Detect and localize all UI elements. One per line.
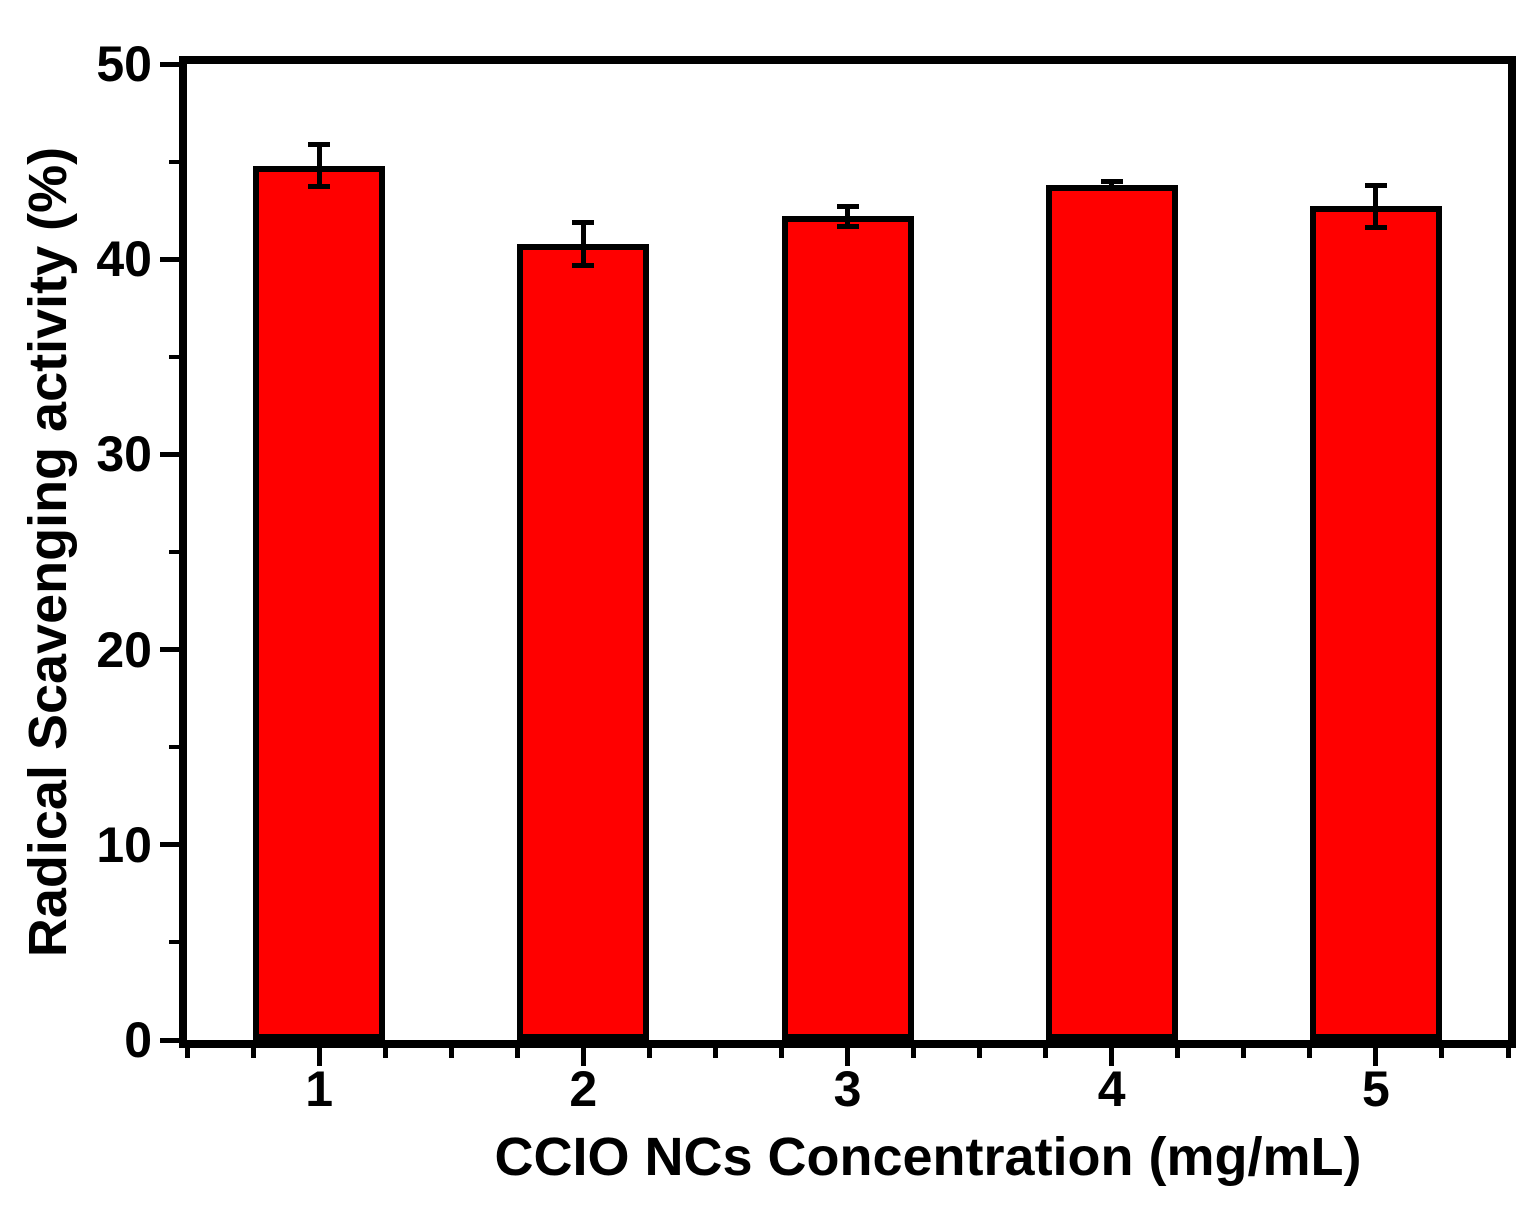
x-tick-major [580,1044,586,1066]
y-axis-title: Radical Scavenging activity (%) [18,146,78,958]
error-bar-cap [1100,186,1123,192]
x-tick-major [845,1044,850,1066]
bar [517,243,650,1040]
y-tick-label: 30 [96,426,152,483]
x-tick-minor [712,1044,718,1058]
y-tick-label: 40 [96,231,152,288]
bar [253,165,386,1040]
x-tick-minor [1505,1044,1511,1058]
error-bar-line [316,144,322,187]
error-bar-cap [572,219,595,225]
x-tick-minor [1175,1044,1181,1058]
y-tick-major [160,1037,180,1043]
bar [1309,206,1442,1040]
x-tick-minor [977,1044,983,1058]
error-bar-line [580,222,586,266]
y-tick-major [160,256,180,262]
error-bar-line [1109,181,1115,189]
y-tick-label: 50 [96,36,152,92]
y-tick-minor [169,940,180,945]
y-tick-major [160,647,180,653]
error-bar-cap [1364,182,1387,188]
error-bar-cap [308,141,331,147]
x-tick-minor [1307,1044,1313,1058]
x-tick-minor [184,1044,190,1058]
error-bar-cap [308,184,331,190]
x-tick-minor [1439,1044,1445,1058]
error-bar-cap [1364,225,1387,231]
x-axis-title: CCIO NCs Concentration (mg/mL) [494,1127,1362,1187]
x-tick-minor [1043,1044,1049,1058]
x-tick-label: 3 [833,1061,862,1117]
error-bar-cap [836,203,859,209]
x-tick-label: 4 [1097,1061,1126,1117]
x-tick-major [1109,1044,1115,1066]
y-tick-major [160,61,180,67]
x-tick-major [1373,1044,1379,1066]
x-tick-minor [778,1044,784,1058]
bar [1045,185,1178,1040]
x-tick-minor [646,1044,652,1058]
error-bar-cap [1100,178,1123,184]
x-tick-minor [514,1044,520,1058]
x-tick-minor [250,1044,256,1058]
error-bar-cap [572,262,595,268]
x-tick-label: 1 [305,1061,333,1117]
x-tick-minor [448,1044,454,1058]
y-tick-minor [169,159,180,164]
y-tick-minor [169,550,180,554]
error-bar-cap [836,223,859,229]
y-tick-major [160,451,180,457]
y-tick-label: 10 [96,816,152,873]
y-tick-minor [169,745,180,750]
x-tick-label: 2 [569,1061,598,1117]
error-bar-line [845,206,850,226]
y-tick-label: 20 [96,621,152,678]
error-bar-line [1373,185,1379,228]
x-tick-minor [1241,1044,1247,1058]
y-tick-label: 0 [124,1012,152,1068]
x-tick-label: 5 [1361,1061,1390,1117]
bar [781,216,914,1040]
y-tick-minor [169,354,180,359]
x-tick-minor [911,1044,917,1058]
x-tick-major [316,1044,322,1066]
x-tick-minor [382,1044,388,1058]
y-tick-major [160,842,180,848]
